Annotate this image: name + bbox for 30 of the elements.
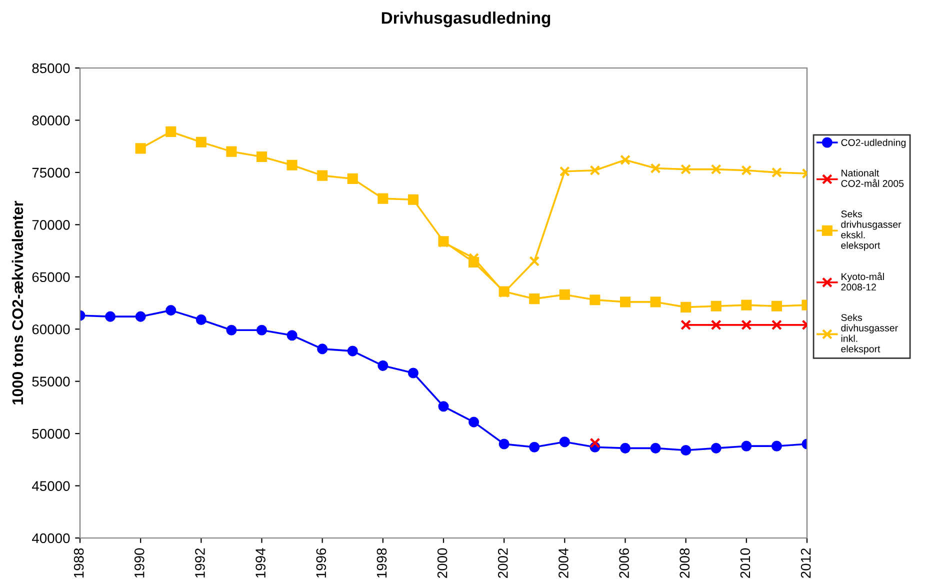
x-tick-label: 1996 [316,548,326,578]
y-tick-label: 45000 [32,481,70,491]
x-tick-label: 2000 [437,548,448,578]
x-tick-label: 2004 [558,548,568,578]
legend-label: CO2-udledning [841,138,906,148]
x-tick-label: 2008 [680,548,690,578]
x-tick-label: 2006 [619,548,629,578]
x-tick-label: 1998 [376,548,387,578]
y-axis-title: 1000 tons CO2-ækvivalenter [12,200,24,404]
x-tick-label: 1988 [74,548,84,578]
x-tick-label: 2012 [800,548,811,578]
x-tick-label: 1992 [195,548,205,578]
y-tick-label: 60000 [32,324,70,334]
legend-label: Seks drivhusgasser ekskl. eleksport [841,210,902,251]
x-tick-label: 1994 [256,548,266,578]
x-tick-label: 2010 [740,548,750,578]
y-tick-label: 65000 [32,272,70,282]
x-tick-label: 1990 [134,548,144,578]
y-tick-label: 75000 [32,168,70,178]
chart-title: Drivhusgasudledning [382,12,550,28]
legend-label: Nationalt CO2-mål 2005 [841,169,904,187]
y-tick-label: 50000 [32,428,70,439]
y-tick-label: 55000 [32,376,70,387]
legend-label: Seks divhusgasser inkl. eleksport [841,314,898,354]
y-tick-label: 40000 [32,533,70,544]
legend-label: Kyoto-mål 2008-12 [841,272,884,291]
y-tick-label: 80000 [32,116,70,126]
y-tick-label: 85000 [32,63,70,74]
x-tick-label: 2002 [498,548,508,578]
y-tick-label: 70000 [32,220,70,230]
